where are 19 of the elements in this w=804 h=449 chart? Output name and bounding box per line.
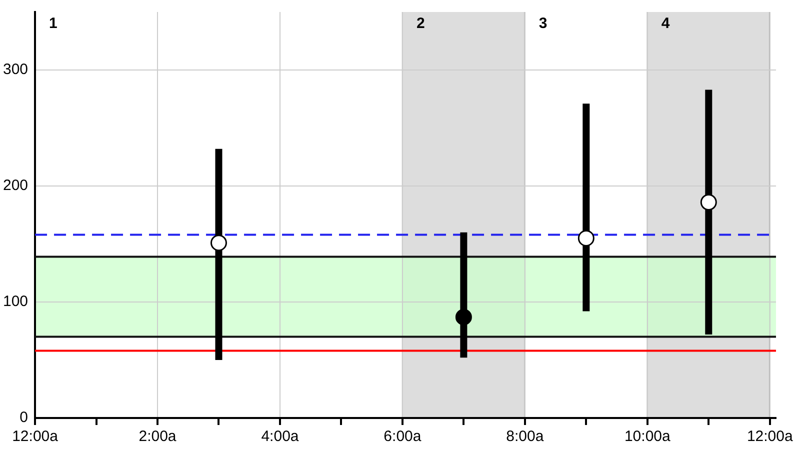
x-tick-label: 10:00a: [624, 428, 671, 446]
y-tick-label: 0: [20, 409, 28, 426]
band-label: 2: [416, 15, 425, 32]
point: [700, 194, 717, 210]
band-label: 4: [661, 15, 670, 32]
annotation: 1: [49, 15, 58, 32]
y-tick-label: 200: [2, 177, 28, 194]
y-tick-label: 100: [2, 293, 28, 310]
x-tick-label: 6:00a: [384, 428, 422, 446]
x-tick-label: 2:00a: [138, 428, 177, 446]
point: [578, 230, 594, 246]
x-tick-label: 12:00a: [12, 428, 59, 446]
annotation: 3: [538, 15, 548, 32]
x-tick-label: 4:00a: [261, 428, 300, 446]
x-tick-label: 12:00a: [746, 428, 794, 446]
point: [455, 308, 472, 326]
y-tick-label: 300: [2, 61, 28, 78]
point: [210, 234, 227, 252]
x-tick-label: 8:00a: [506, 428, 544, 446]
